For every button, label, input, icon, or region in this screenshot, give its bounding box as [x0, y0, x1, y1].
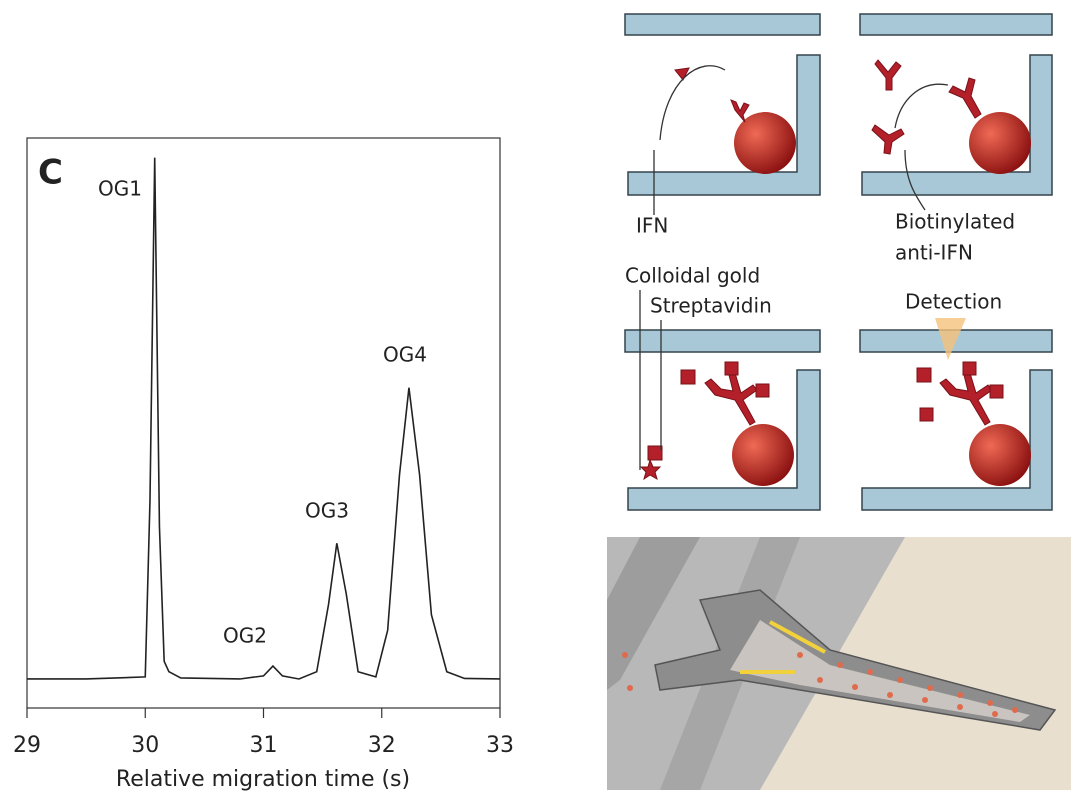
peak-label: OG2	[223, 624, 267, 648]
label-streptavidin: Streptavidin	[650, 294, 772, 318]
label-biotinylated: Biotinylated	[895, 210, 1015, 234]
panel-gold	[625, 290, 820, 510]
channel-illustration	[607, 537, 1071, 790]
x-axis-label: Relative migration time (s)	[116, 767, 410, 792]
x-tick-label: 32	[368, 733, 396, 758]
peak-label: OG4	[383, 343, 427, 367]
plot-frame	[27, 138, 500, 708]
trace	[27, 158, 500, 679]
x-tick-label: 30	[131, 733, 159, 758]
x-tick-label: 31	[250, 733, 278, 758]
label-detection: Detection	[905, 290, 1002, 314]
chart: 29 30 31 32 33 OG1 OG2 OG3 OG4	[13, 158, 514, 758]
x-tick-label: 33	[486, 733, 514, 758]
panel-detection	[860, 318, 1052, 510]
label-ifn: IFN	[636, 214, 668, 238]
label-colloidal-gold: Colloidal gold	[625, 264, 760, 288]
panel-label: C	[38, 153, 63, 193]
x-tick-label: 29	[13, 733, 41, 758]
peak-label: OG3	[305, 499, 349, 523]
peak-label: OG1	[98, 177, 142, 201]
label-anti-ifn: anti-IFN	[895, 241, 973, 265]
figure: C Relative migration time (s) 29 30 31 32 33…	[0, 0, 1071, 796]
panel-ifn	[625, 14, 820, 215]
diagram: IFN Biotinylated anti-IFN Colloidal gold…	[625, 14, 1052, 510]
panel-anti-ifn	[860, 14, 1052, 210]
